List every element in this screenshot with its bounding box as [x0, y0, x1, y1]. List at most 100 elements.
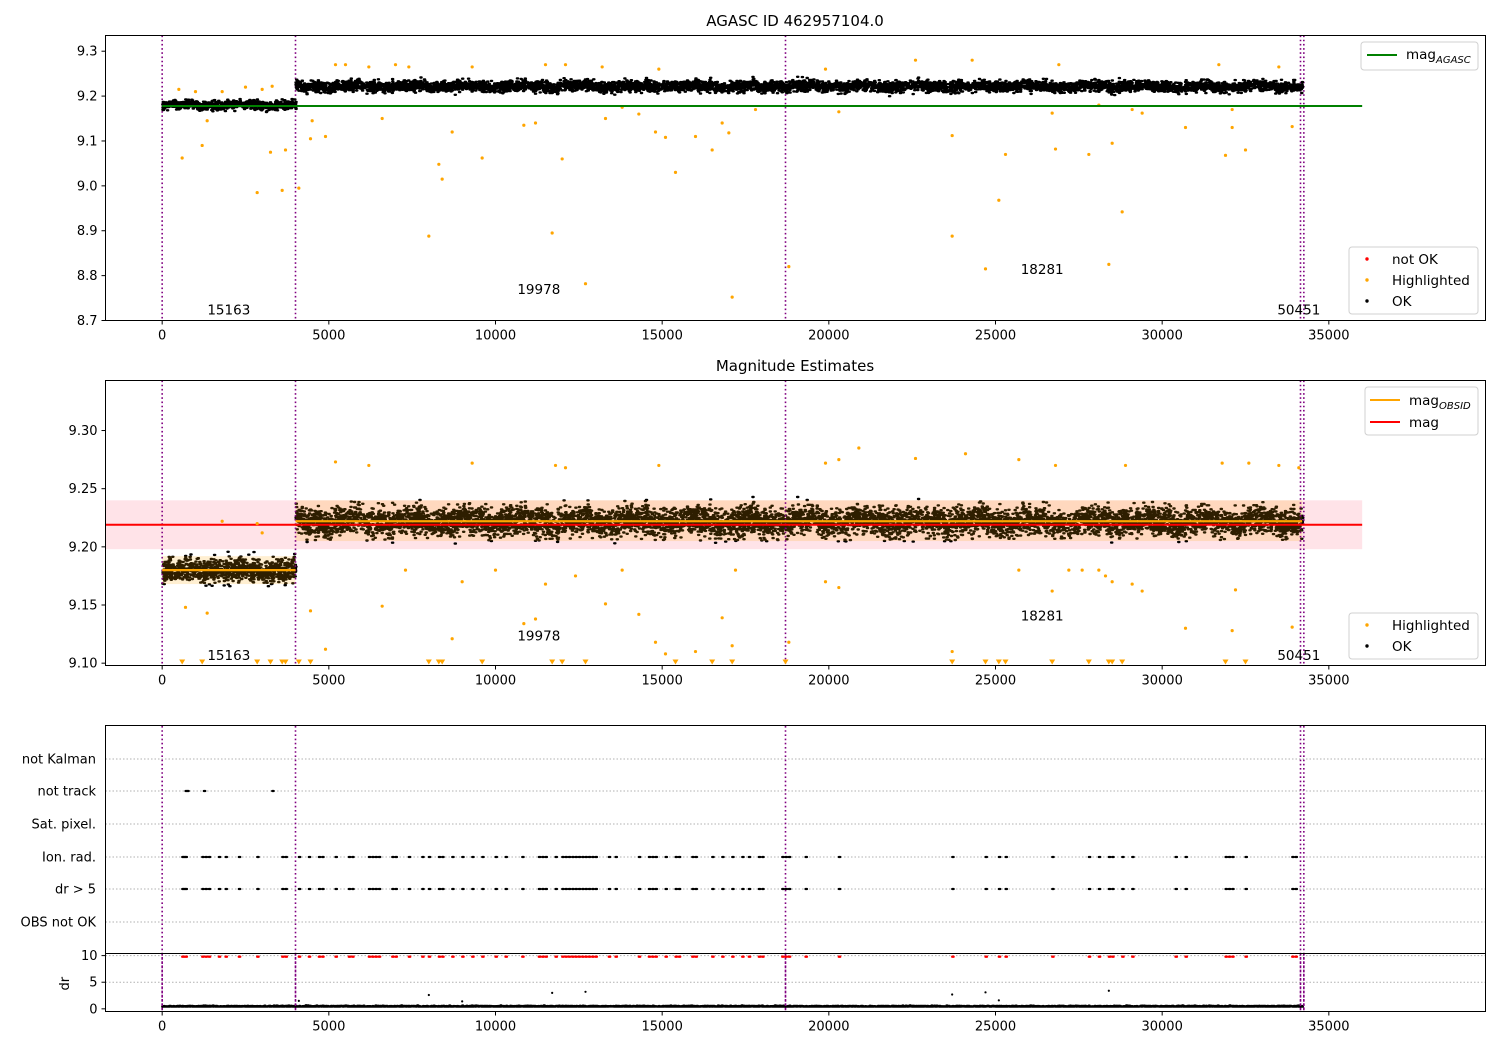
highlighted-point: [727, 131, 731, 135]
flag-row-label: Ion. rad.: [42, 851, 96, 866]
legend-marker: [1365, 257, 1369, 261]
highlighted-point: [407, 65, 411, 69]
x-tick-label: 5000: [312, 674, 345, 689]
highlighted-point: [1017, 568, 1021, 572]
highlighted-point: [308, 137, 313, 141]
y-tick-label: 9.30: [69, 424, 98, 439]
highlighted-point: [663, 135, 668, 139]
floor-marker: [782, 659, 789, 665]
dr-points: [161, 1004, 1305, 1008]
highlighted-point: [543, 582, 548, 586]
highlighted-point: [183, 605, 188, 609]
y-tick-label: 5: [89, 976, 97, 991]
floor-marker: [949, 659, 956, 665]
dr-outlier-point: [584, 990, 587, 993]
legend-marker: [1365, 299, 1369, 303]
obsid-label: 18281: [1021, 608, 1064, 624]
highlighted-point: [600, 65, 604, 69]
highlighted-point: [533, 617, 538, 621]
highlighted-point: [637, 112, 641, 116]
ok-points: [294, 75, 1305, 98]
highlighted-point: [823, 67, 828, 71]
floor-marker: [1049, 659, 1056, 665]
legend-label: Highlighted: [1392, 618, 1470, 634]
highlighted-point: [657, 463, 661, 468]
highlighted-point: [323, 647, 328, 651]
x-tick-label: 5000: [312, 1020, 345, 1035]
highlighted-point: [823, 461, 828, 465]
floor-marker: [425, 659, 432, 665]
highlighted-point: [1053, 463, 1058, 468]
highlighted-point: [950, 133, 954, 138]
highlighted-point: [913, 456, 918, 461]
panel-agasc-title: AGASC ID 462957104.0: [706, 12, 884, 30]
highlighted-point: [220, 90, 224, 94]
floor-marker: [479, 659, 486, 665]
dr-outlier-point: [984, 991, 987, 994]
highlighted-point: [367, 65, 371, 69]
highlighted-point: [437, 162, 441, 166]
highlighted-point: [603, 602, 608, 606]
highlighted-point: [1243, 148, 1248, 152]
highlighted-point: [963, 452, 968, 456]
dr-outlier-point: [551, 991, 554, 994]
obsid-label: 50451: [1277, 302, 1320, 318]
highlighted-point: [493, 568, 498, 572]
highlighted-point: [1183, 125, 1188, 130]
x-tick-label: 5000: [312, 329, 345, 344]
obsid-label: 18281: [1021, 262, 1064, 278]
y-tick-label: 9.3: [77, 45, 98, 60]
floor-marker: [709, 659, 716, 665]
highlighted-point: [1230, 107, 1234, 112]
highlighted-point: [753, 107, 758, 112]
legend-label: not OK: [1392, 252, 1439, 268]
floor-marker: [179, 659, 186, 665]
x-tick-label: 0: [158, 1020, 166, 1035]
highlighted-point: [220, 519, 224, 523]
floor-marker: [1222, 659, 1229, 665]
highlighted-point: [950, 234, 954, 238]
panel-agasc: AGASC ID 462957104.0 0 5000 10000 15000 2000…: [77, 12, 1486, 344]
highlighted-point: [333, 63, 338, 67]
highlighted-point: [730, 295, 734, 299]
highlighted-point: [310, 119, 314, 123]
highlighted-point: [693, 134, 698, 139]
y-tick-label: 8.7: [77, 314, 98, 329]
highlighted-point: [522, 622, 526, 626]
y-tick-label: 8.8: [77, 269, 98, 284]
highlighted-point: [1230, 629, 1234, 633]
highlighted-point: [720, 616, 724, 620]
x-tick-label: 15000: [641, 329, 682, 344]
highlighted-point: [260, 87, 264, 91]
flag-row-label: Sat. pixel.: [32, 818, 96, 833]
highlighted-point: [787, 640, 791, 644]
highlighted-point: [1107, 262, 1111, 266]
highlighted-point: [403, 568, 408, 572]
highlighted-point: [1080, 568, 1084, 572]
highlighted-point: [1017, 458, 1021, 462]
y-tick-label: 9.25: [69, 482, 98, 497]
dr-outlier-point: [1107, 989, 1110, 992]
highlighted-point: [280, 188, 284, 192]
highlighted-point: [543, 63, 548, 67]
highlighted-point: [1087, 152, 1091, 157]
highlighted-point: [970, 58, 974, 62]
panel-flags: not Kalman not track Sat. pixel. Ion. rad. d…: [21, 725, 1486, 1035]
x-tick-label: 25000: [975, 1020, 1016, 1035]
highlighted-point: [733, 568, 738, 572]
highlighted-point: [1277, 463, 1281, 468]
legend-label: mag: [1409, 415, 1439, 431]
floor-marker: [295, 659, 302, 665]
x-tick-label: 35000: [1308, 329, 1349, 344]
dr-axis-label: dr: [58, 976, 73, 990]
legend-marker: [1365, 644, 1369, 648]
floor-marker: [729, 659, 736, 665]
y-tick-label: 0: [89, 1002, 97, 1017]
highlighted-point: [380, 604, 384, 608]
highlighted-point: [720, 121, 724, 125]
highlighted-point: [573, 574, 578, 578]
highlighted-point: [653, 640, 658, 644]
legend-marker: [1365, 623, 1369, 627]
highlighted-point: [787, 265, 791, 269]
